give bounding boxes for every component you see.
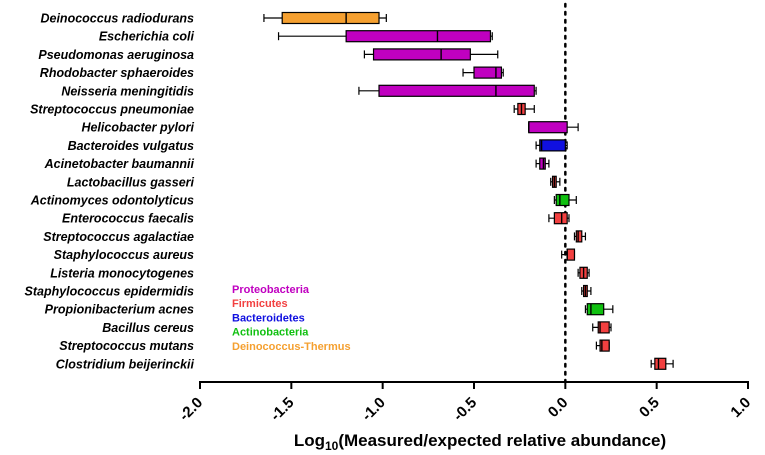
species-label-propionibacterium-acnes: Propionibacterium acnes bbox=[45, 303, 194, 317]
box-bacteroides-vulgatus bbox=[535, 139, 568, 152]
x-tick-label: -2.0 bbox=[176, 394, 206, 424]
species-label-enterococcus-faecalis: Enterococcus faecalis bbox=[62, 212, 194, 226]
x-axis-label: Log10(Measured/expected relative abundan… bbox=[294, 431, 666, 453]
species-label-bacteroides-vulgatus: Bacteroides vulgatus bbox=[68, 139, 194, 153]
iqr-box bbox=[555, 193, 570, 207]
iqr-box bbox=[597, 321, 610, 334]
species-label-lactobacillus-gasseri: Lactobacillus gasseri bbox=[67, 175, 195, 189]
box-pseudomonas-aeruginosa bbox=[363, 48, 499, 61]
species-label-escherichia-coli: Escherichia coli bbox=[99, 30, 195, 44]
species-label-acinetobacter-baumannii: Acinetobacter baumannii bbox=[44, 157, 195, 171]
species-label-neisseria-meningitidis: Neisseria meningitidis bbox=[61, 84, 194, 98]
x-axis-label-suffix: (Measured/expected relative abundance) bbox=[338, 431, 666, 450]
species-label-staphylococcus-aureus: Staphylococcus aureus bbox=[54, 248, 194, 262]
species-label-helicobacter-pylori: Helicobacter pylori bbox=[81, 121, 194, 135]
x-tick-label: -1.5 bbox=[267, 394, 297, 424]
box-propionibacterium-acnes bbox=[584, 303, 614, 316]
iqr-box bbox=[372, 48, 471, 61]
box-lactobacillus-gasseri bbox=[550, 175, 561, 188]
box-deinococcus-radiodurans bbox=[263, 11, 387, 25]
iqr-box bbox=[473, 66, 502, 79]
x-axis-label-prefix: Log bbox=[294, 431, 325, 450]
box-helicobacter-pylori bbox=[528, 121, 579, 134]
box-enterococcus-faecalis bbox=[548, 212, 570, 225]
species-label-streptococcus-mutans: Streptococcus mutans bbox=[59, 339, 194, 353]
x-tick-label: 0.5 bbox=[636, 394, 663, 421]
iqr-box bbox=[599, 339, 610, 352]
iqr-box bbox=[586, 303, 605, 316]
x-axis: -2.0 -1.5 -1.0 -0.5 0.0 0.5 1.0 bbox=[176, 381, 754, 424]
iqr-box bbox=[539, 157, 546, 170]
iqr-box bbox=[566, 248, 576, 261]
iqr-box bbox=[539, 139, 566, 152]
species-label-streptococcus-pneumoniae: Streptococcus pneumoniae bbox=[30, 103, 194, 117]
box-bacillus-cereus bbox=[592, 321, 612, 334]
x-tick-label: -0.5 bbox=[450, 394, 480, 424]
box-rhodobacter-sphaeroides bbox=[462, 66, 504, 79]
species-label-staphylococcus-epidermidis: Staphylococcus epidermidis bbox=[25, 285, 195, 299]
box-listeria-monocytogenes bbox=[577, 266, 590, 279]
x-axis-label-subscript: 10 bbox=[325, 439, 339, 453]
iqr-box bbox=[378, 84, 535, 97]
species-label-layer: Deinococcus radiodurans Escherichia coli P… bbox=[25, 12, 195, 372]
species-label-listeria-monocytogenes: Listeria monocytogenes bbox=[50, 266, 194, 280]
legend-item-firmicutes: Firmicutes bbox=[232, 298, 288, 310]
box-layer bbox=[263, 11, 674, 370]
box-actinomyces-odontolyticus bbox=[553, 193, 577, 207]
iqr-box bbox=[654, 357, 667, 370]
box-streptococcus-mutans bbox=[595, 339, 610, 352]
box-staphylococcus-aureus bbox=[561, 248, 576, 261]
iqr-box bbox=[575, 230, 583, 243]
iqr-box bbox=[281, 11, 380, 25]
legend-item-bacteroidetes: Bacteroidetes bbox=[232, 312, 305, 324]
box-acinetobacter-baumannii bbox=[535, 157, 550, 170]
species-label-rhodobacter-sphaeroides: Rhodobacter sphaeroides bbox=[40, 66, 194, 80]
box-escherichia-coli bbox=[277, 30, 493, 43]
x-tick-label: 0.0 bbox=[545, 394, 572, 421]
box-staphylococcus-epidermidis bbox=[581, 284, 592, 298]
iqr-box bbox=[528, 121, 568, 134]
legend-item-actinobacteria: Actinobacteria bbox=[232, 327, 309, 339]
legend-item-proteobacteria: Proteobacteria bbox=[232, 284, 310, 296]
box-neisseria-meningitidis bbox=[358, 84, 537, 97]
x-tick-label: -1.0 bbox=[359, 394, 389, 424]
species-label-clostridium-beijerinckii: Clostridium beijerinckii bbox=[56, 357, 195, 371]
iqr-box bbox=[553, 212, 568, 225]
legend: Proteobacteria Firmicutes Bacteroidetes Act… bbox=[232, 284, 351, 353]
box-streptococcus-agalactiae bbox=[573, 230, 587, 243]
legend-item-deinococcus-thermus: Deinococcus-Thermus bbox=[232, 341, 351, 353]
iqr-box bbox=[345, 30, 492, 43]
species-label-deinococcus-radiodurans: Deinococcus radiodurans bbox=[40, 12, 194, 26]
x-tick-label: 1.0 bbox=[727, 394, 754, 421]
species-label-actinomyces-odontolyticus: Actinomyces odontolyticus bbox=[30, 194, 194, 208]
box-clostridium-beijerinckii bbox=[650, 357, 674, 370]
species-label-pseudomonas-aeruginosa: Pseudomonas aeruginosa bbox=[38, 48, 194, 62]
species-label-streptococcus-agalactiae: Streptococcus agalactiae bbox=[43, 230, 194, 244]
species-label-bacillus-cereus: Bacillus cereus bbox=[102, 321, 194, 335]
box-streptococcus-pneumoniae bbox=[513, 102, 535, 116]
